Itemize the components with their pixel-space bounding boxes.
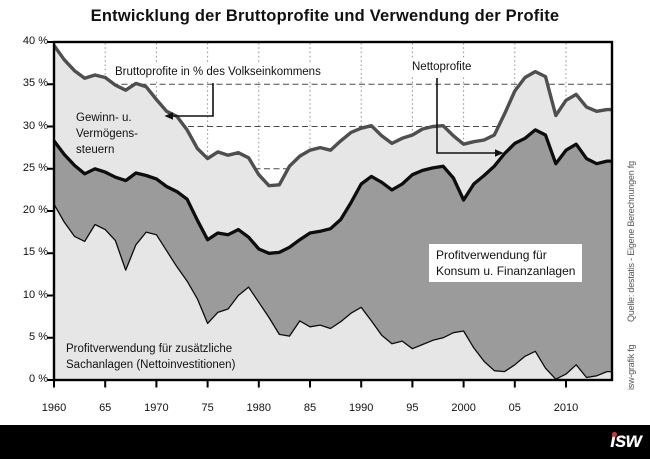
chart-title: Entwicklung der Bruttoprofite und Verwen… [90, 7, 560, 25]
axis-ticks [47, 41, 567, 388]
x-axis-label-1995: 95 [406, 402, 419, 414]
line-nettoinvestitionen [53, 203, 612, 380]
y-axis-label-25: 25 % [22, 161, 48, 174]
x-axis-label-2005: 05 [508, 402, 521, 414]
x-axis-label-1980: 1980 [246, 402, 272, 414]
nettoprofite-arrow [436, 78, 504, 157]
footer-bar: ısw [0, 425, 650, 459]
area-konsum-finanzanlagen [54, 129, 612, 380]
bruttoprofite-label: Bruttoprofite in % des Volkseinkommens [112, 64, 324, 80]
y-axis-label-15: 15 % [22, 246, 48, 259]
sachanlagen-area-label: Profitverwendung für zusätzliche Sachanl… [66, 343, 236, 371]
logo-red-dot [611, 431, 617, 437]
x-axis-label-1965: 65 [99, 402, 112, 414]
x-axis-label-1975: 75 [201, 402, 214, 414]
bruttoprofite-arrow [164, 83, 214, 120]
area-nettoinvestitionen [54, 204, 612, 380]
y-axis-label-40: 40 % [22, 35, 48, 47]
y-axis-label-35: 35 % [22, 77, 48, 90]
nettoprofite-label: Nettoprofite [409, 59, 475, 75]
source-note: Quelle: destatis - Eigene Berechnungen f… [626, 161, 636, 322]
credit-note: isw-grafik fg [626, 344, 636, 390]
y-axis-label-5: 5 % [29, 330, 48, 343]
profit-chart [47, 40, 614, 388]
y-axis-label-0: 0 % [29, 373, 48, 385]
x-axis-label-1990: 1990 [348, 402, 374, 414]
x-axis-label-1960: 1960 [41, 402, 67, 414]
x-axis-label-1985: 85 [303, 402, 317, 414]
x-axis-label-2010: 2010 [553, 402, 579, 414]
line-nettoprofite [52, 128, 612, 255]
y-axis-label-20: 20 % [22, 204, 48, 216]
isw-logo: ısw [610, 429, 642, 452]
steuern-area-label: Gewinn- u. Vermögens- steuern [76, 112, 139, 156]
x-axis-label-2000: 2000 [451, 402, 476, 414]
y-axis-label-30: 30 % [22, 119, 48, 132]
x-axis-label-1970: 1970 [144, 402, 169, 414]
line-bruttoprofite [52, 44, 612, 188]
y-axis-label-10: 10 % [22, 288, 48, 301]
konsum-area-label: Profitverwendung für Konsum u. Finanzanl… [429, 244, 583, 282]
